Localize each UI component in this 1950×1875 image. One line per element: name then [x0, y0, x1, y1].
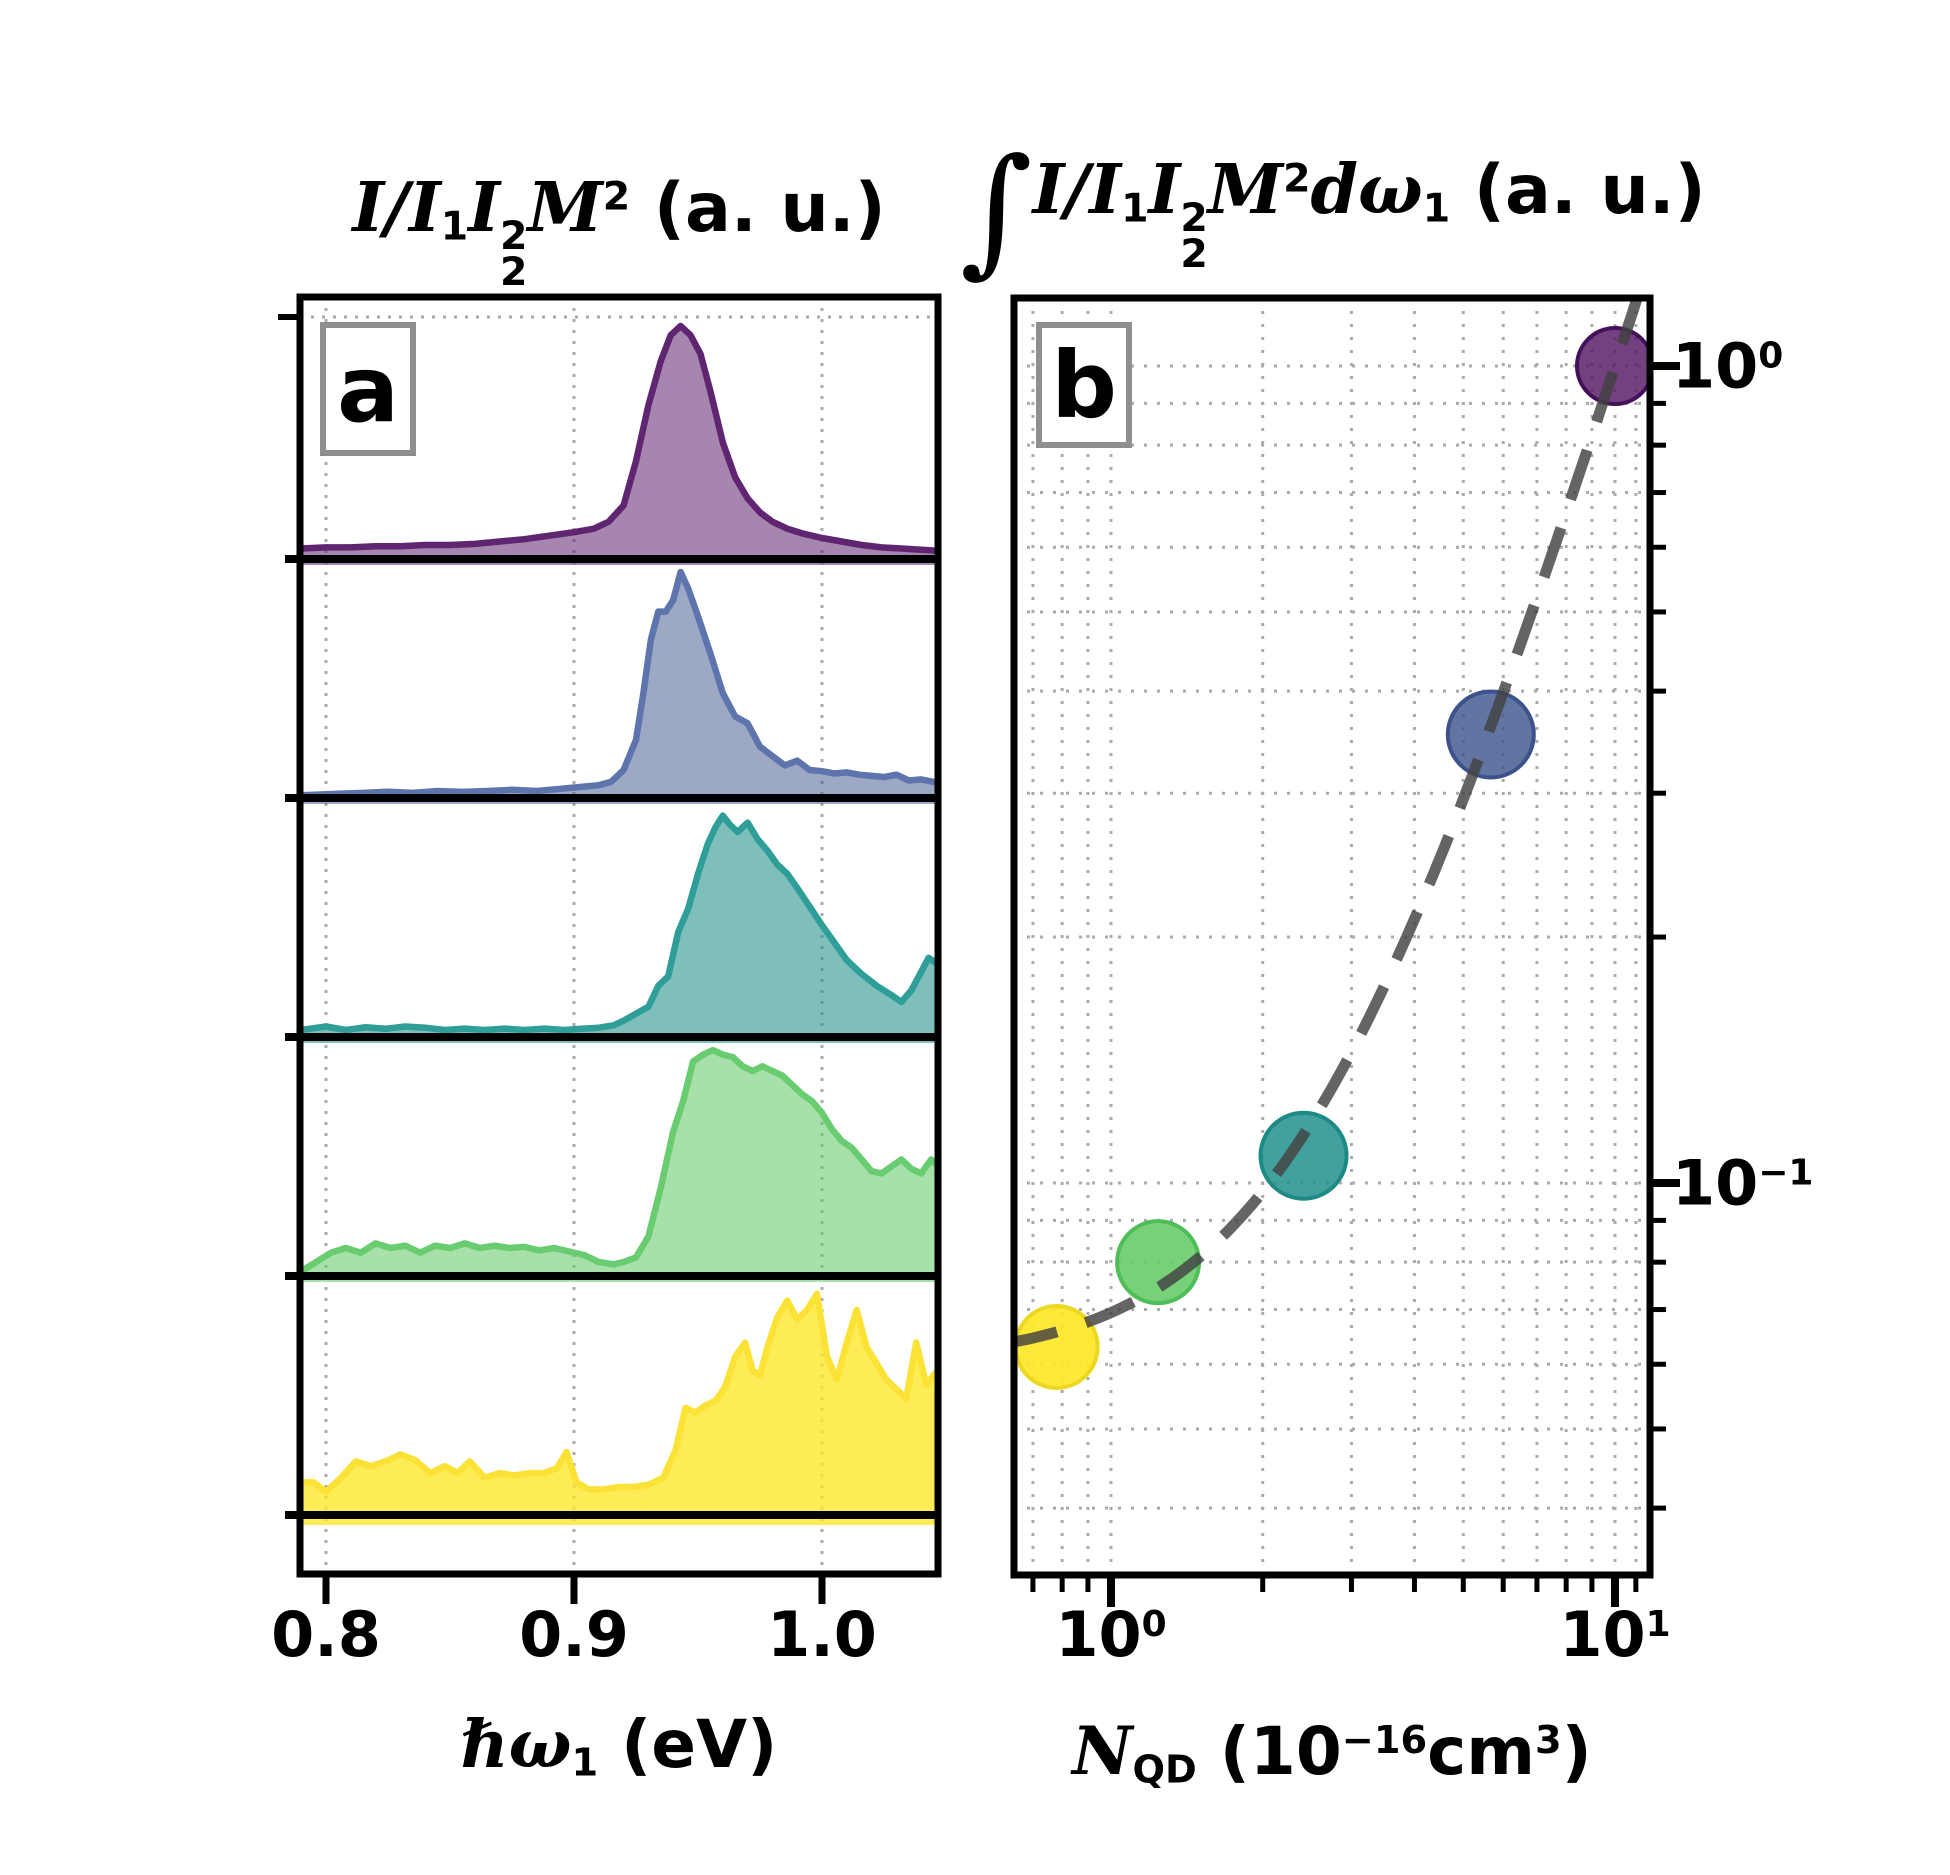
- spectrum-purple-line: [300, 322, 938, 555]
- spectrum-green-line: [300, 1046, 938, 1275]
- panel-b: [1010, 294, 1680, 1607]
- panel-b-label: b: [1036, 322, 1132, 448]
- panel-a: [278, 293, 942, 1604]
- panel-b-ytick-0: 100: [1672, 329, 1784, 403]
- spectrum-green-fill: [301, 1050, 938, 1282]
- spectra: [300, 322, 938, 1525]
- spectrum-yellow-fill: [301, 1293, 938, 1525]
- panel-a-xtick-0: 0.8: [271, 1598, 381, 1671]
- fit-dashed-line: [1014, 298, 1643, 1348]
- spectrum-blue-line: [300, 568, 938, 799]
- point-teal: [1258, 1110, 1349, 1201]
- panel-b-xaxis-label: NQD (10−16cm3): [1072, 1712, 1592, 1793]
- spectrum-teal-line: [300, 812, 938, 1034]
- spectrum-yellow-line: [300, 1290, 938, 1495]
- panel-a-title: I/I1I 2 2 M2 (a. u.): [352, 168, 886, 296]
- spectrum-blue-fill: [301, 572, 938, 804]
- panel-b-title: ∫I/I1I 2 2 M2dω1 (a. u.): [960, 128, 1706, 291]
- point-purple: [1575, 326, 1650, 406]
- panel-a-frame: [296, 293, 942, 1578]
- panel-a-xtick-1: 0.9: [519, 1598, 629, 1671]
- panel-b-xtick-1: 101: [1559, 1598, 1671, 1671]
- panel-a-xaxis-label: ℏω1 (eV): [460, 1705, 778, 1786]
- scatter-points: [1014, 326, 1650, 1390]
- spectrum-teal-fill: [301, 815, 938, 1043]
- panel-a-xtick-2: 1.0: [767, 1598, 877, 1671]
- panel-a-label: a: [320, 322, 416, 456]
- panel-b-ytick-1: 10−1: [1672, 1146, 1814, 1220]
- panel-b-xtick-0: 100: [1055, 1598, 1167, 1671]
- spectrum-purple-fill: [301, 326, 938, 565]
- point-blue: [1445, 689, 1536, 780]
- panel-b-frame: [1010, 294, 1654, 1579]
